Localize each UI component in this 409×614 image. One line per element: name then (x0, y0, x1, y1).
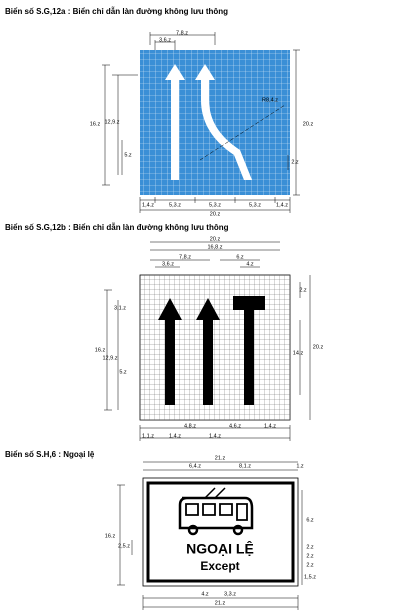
dimension-label: 3,6.z (159, 37, 171, 43)
title: Biển số S.G,12b : Biển chỉ dẫn làn đường… (5, 223, 229, 232)
dimension-label: 1.z (296, 463, 304, 469)
sign-a (102, 32, 300, 213)
sign-text: NGOẠI LỆ (186, 540, 254, 557)
dimension-label: 16,8.z (208, 244, 223, 250)
dimension-label: 4,8.z (184, 423, 196, 429)
dimension-label: 2,5.z (118, 543, 130, 549)
dimension-label: 1,1.z (142, 433, 154, 439)
dimension-label: 8,1.z (239, 463, 251, 469)
dimension-label: 4,6.z (229, 423, 241, 429)
dimension-label: 6,4.z (189, 463, 201, 469)
dimension-label: 7,8.z (179, 254, 191, 260)
dimension-label: 16.z (90, 121, 101, 127)
dimension-label: 20.z (210, 236, 221, 242)
dimension-label: 4.z (246, 261, 254, 267)
dimension-label: 4.z (201, 591, 209, 597)
title: Biển số S.H,6 : Ngoại lệ (5, 450, 95, 459)
dimension-label: 5.z (124, 152, 132, 158)
dimension-label: 2.z (306, 553, 314, 559)
sign-c: NGOẠI LỆ Except (117, 461, 303, 610)
dimension-label: 12,9.z (105, 119, 120, 125)
dimension-label: 20.z (303, 121, 314, 127)
dimension-label: 16.z (105, 533, 116, 539)
sign-b (104, 241, 311, 441)
dimension-label: 16.z (95, 347, 106, 353)
dimension-label: 3,3.z (224, 591, 236, 597)
dimension-label: 2.z (291, 159, 299, 165)
dimension-label: 21.z (215, 600, 226, 606)
dimension-label: 2.z (306, 544, 314, 550)
dimension-label: 20.z (313, 344, 324, 350)
dimension-label: 5.z (119, 369, 127, 375)
dimension-label: 5,3.z (249, 202, 261, 208)
dimension-label: 5,3.z (209, 202, 221, 208)
dimension-label: 3,6.z (162, 261, 174, 267)
dimension-label: 1,4.z (142, 202, 154, 208)
dimension-label: 1,4.z (264, 423, 276, 429)
dimension-label: 21.z (215, 455, 226, 461)
dimension-label: 6.z (236, 254, 244, 260)
dimension-label: 3,1.z (114, 305, 126, 311)
dimension-label: 1,4.z (276, 202, 288, 208)
sign-text: Except (200, 559, 239, 573)
dimension-label: 2.z (306, 562, 314, 568)
dimension-label: R8,4.z (262, 97, 278, 103)
title: Biển số S.G,12a : Biển chỉ dẫn làn đường… (5, 7, 228, 16)
dimension-label: 7,8.z (176, 30, 188, 36)
dimension-label: 12,9.z (103, 355, 118, 361)
dimension-label: 1,4.z (209, 433, 221, 439)
dimension-label: 1,5.z (304, 574, 316, 580)
dimension-label: 6.z (306, 517, 314, 523)
dimension-label: 20.z (210, 211, 221, 217)
dimension-label: 1,4.z (169, 433, 181, 439)
dimension-label: 5,3.z (169, 202, 181, 208)
dimension-label: 2.z (299, 287, 307, 293)
dimension-label: 14.z (293, 350, 304, 356)
